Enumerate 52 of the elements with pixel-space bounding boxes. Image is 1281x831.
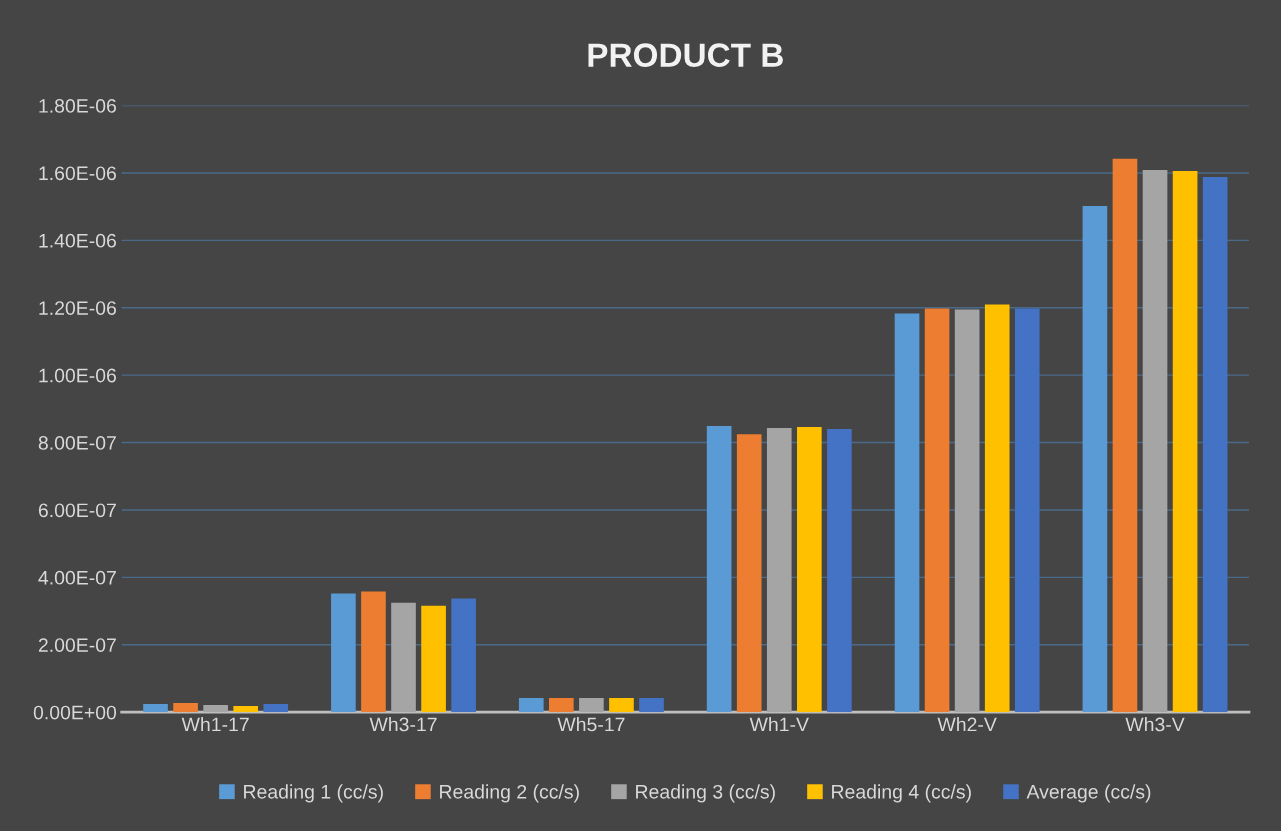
bar [639, 698, 664, 713]
bar [1014, 308, 1040, 713]
bar [609, 698, 634, 713]
x-tick-label: Wh2-V [937, 717, 997, 732]
x-tick-label: Wh1-17 [181, 717, 249, 732]
y-tick-label: 2.00E-07 [38, 638, 116, 652]
bar [954, 309, 980, 713]
y-tick-label: 8.00E-07 [38, 436, 116, 450]
y-tick-label: 0.00E+00 [33, 705, 117, 720]
bar [1142, 169, 1168, 713]
chart-title: PRODUCT B [588, 43, 783, 67]
bar [579, 698, 604, 713]
bar [203, 705, 228, 713]
bar [706, 426, 732, 713]
bar [549, 698, 574, 713]
y-tick-label: 1.00E-06 [39, 368, 116, 383]
bar [518, 698, 544, 713]
legend-label: Reading 2 (cc/s) [440, 784, 579, 803]
bar [894, 313, 920, 713]
y-tick-label: 1.40E-06 [39, 233, 116, 248]
y-tick-label: 4.00E-07 [38, 570, 116, 585]
bar [797, 427, 822, 713]
y-tick-label: 1.80E-06 [39, 99, 116, 113]
x-tick-label: Wh5-17 [557, 717, 625, 732]
bar [233, 706, 259, 713]
bar [924, 308, 950, 713]
bar [984, 304, 1010, 713]
bar [173, 703, 198, 713]
bar [1112, 158, 1138, 713]
bar [451, 598, 476, 713]
bar [263, 704, 289, 713]
bar [736, 434, 762, 713]
bar [1202, 176, 1228, 713]
y-tick-label: 1.60E-06 [39, 166, 116, 181]
x-tick-label: Wh1-V [749, 717, 809, 732]
x-tick-label: Wh3-V [1125, 717, 1185, 732]
x-tick-label: Wh3-17 [369, 717, 437, 732]
legend-label: Average (cc/s) [1026, 784, 1151, 803]
legend-label: Reading 1 (cc/s) [244, 784, 383, 803]
y-tick-label: 1.20E-06 [39, 301, 116, 315]
legend-label: Reading 4 (cc/s) [832, 784, 971, 803]
bar [143, 704, 168, 713]
bar [766, 428, 792, 713]
bar [391, 602, 416, 713]
bar [1082, 205, 1108, 713]
bar [331, 593, 356, 713]
bar [827, 429, 852, 713]
bar [421, 605, 446, 713]
bar [1172, 170, 1198, 713]
bar [361, 591, 386, 713]
y-tick-label: 6.00E-07 [38, 503, 116, 518]
legend-label: Reading 3 (cc/s) [636, 784, 775, 803]
